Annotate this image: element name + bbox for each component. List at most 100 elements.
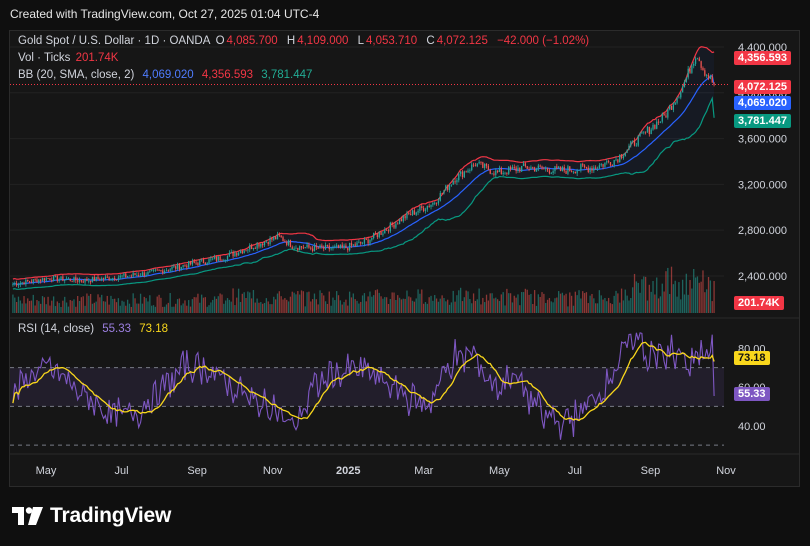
volume-bar xyxy=(21,303,23,313)
legend-symbol[interactable]: Gold Spot / U.S. Dollar · 1D · OANDA xyxy=(18,35,211,47)
candle-body xyxy=(424,209,427,211)
candle-body xyxy=(117,277,120,280)
volume-bar xyxy=(252,290,255,313)
candle-body xyxy=(38,279,40,283)
candle-body xyxy=(484,163,486,168)
candle-body xyxy=(189,261,192,265)
candle-body xyxy=(515,167,517,171)
volume-bar xyxy=(696,276,699,313)
volume-bar xyxy=(680,299,682,313)
candle-body xyxy=(23,282,25,285)
candle-body xyxy=(611,165,613,166)
candle-body xyxy=(539,165,541,167)
candle-body xyxy=(615,159,617,161)
candle-body xyxy=(36,279,38,283)
legend-bb: BB (20, SMA, close, 2) 4,069.020 4,356.5… xyxy=(18,69,314,81)
legend-rsi-value: 55.33 xyxy=(102,323,132,335)
candle-body xyxy=(84,278,86,283)
candle-body xyxy=(265,241,268,243)
volume-bar xyxy=(223,303,225,313)
candle-body xyxy=(354,244,356,246)
volume-bar xyxy=(432,300,434,313)
legend-bb-label[interactable]: BB (20, SMA, close, 2) xyxy=(18,69,135,81)
candle-body xyxy=(232,252,234,257)
candle-body xyxy=(563,167,565,171)
volume-bar xyxy=(136,303,138,313)
volume-bar xyxy=(163,306,166,313)
candle-body xyxy=(321,245,323,248)
volume-bar xyxy=(410,297,412,313)
candle-body xyxy=(121,275,123,277)
candle-body xyxy=(591,168,593,171)
candle-body xyxy=(426,205,428,210)
volume-bar xyxy=(667,267,669,313)
candle-body xyxy=(332,246,334,249)
candle-body xyxy=(310,247,312,249)
candle-body xyxy=(250,245,253,250)
volume-bar xyxy=(430,295,432,313)
candle-body xyxy=(637,135,639,146)
volume-bar xyxy=(602,299,604,313)
volume-bar xyxy=(693,269,695,313)
candle-body xyxy=(101,278,103,281)
volume-bar xyxy=(415,298,417,313)
volume-bar xyxy=(160,297,162,313)
volume-bar xyxy=(398,297,401,313)
legend-rsi-label[interactable]: RSI (14, close) xyxy=(18,323,95,335)
volume-bar xyxy=(498,300,501,313)
volume-bar xyxy=(443,297,445,313)
candle-body xyxy=(132,273,134,276)
volume-bar xyxy=(256,298,258,313)
candle-body xyxy=(293,248,295,250)
candle-body xyxy=(260,243,262,247)
candle-body xyxy=(115,279,118,281)
volume-bar xyxy=(519,305,521,313)
volume-bar xyxy=(417,289,419,313)
chart-canvas[interactable]: 2,400.0002,800.0003,200.0003,600.0004,00… xyxy=(10,31,799,486)
volume-bar xyxy=(319,290,321,313)
volume-bar xyxy=(97,294,99,313)
volume-bar xyxy=(654,294,656,313)
candle-body xyxy=(249,245,251,250)
volume-bar xyxy=(221,294,223,313)
volume-bar xyxy=(321,292,323,313)
candle-body xyxy=(77,280,79,282)
candle-body xyxy=(176,264,179,269)
candle-body xyxy=(51,280,53,281)
volume-bar xyxy=(162,306,164,313)
candle-body xyxy=(439,193,441,201)
volume-bar xyxy=(77,295,79,313)
volume-bar xyxy=(393,292,395,313)
volume-bar xyxy=(500,294,502,313)
candle-body xyxy=(152,269,155,271)
volume-bar xyxy=(421,289,423,313)
candle-body xyxy=(467,170,469,173)
candle-body xyxy=(454,181,456,183)
legend-vol-label[interactable]: Vol · Ticks xyxy=(18,52,71,64)
volume-bar xyxy=(43,297,46,313)
volume-bar xyxy=(626,295,628,313)
candle-body xyxy=(419,206,421,211)
volume-bar xyxy=(108,304,110,313)
tradingview-logo[interactable]: TradingView xyxy=(12,504,171,528)
volume-bar xyxy=(607,297,610,313)
volume-bar xyxy=(545,302,547,313)
candle-body xyxy=(693,63,695,66)
volume-bar xyxy=(454,301,456,313)
volume-bar xyxy=(609,303,612,313)
volume-bar xyxy=(258,302,260,313)
volume-bar xyxy=(661,283,663,313)
candle-body xyxy=(280,235,282,238)
candle-body xyxy=(125,273,127,278)
candle-body xyxy=(561,167,564,172)
rsi-ma-line xyxy=(12,341,715,422)
candle-body xyxy=(186,265,188,268)
candle-body xyxy=(373,232,375,239)
candle-body xyxy=(635,145,638,147)
volume-bar xyxy=(358,303,360,313)
volume-bar xyxy=(373,295,375,313)
candle-body xyxy=(672,104,675,110)
volume-bar xyxy=(286,299,288,313)
candle-body xyxy=(356,242,358,246)
candle-body xyxy=(195,262,197,264)
